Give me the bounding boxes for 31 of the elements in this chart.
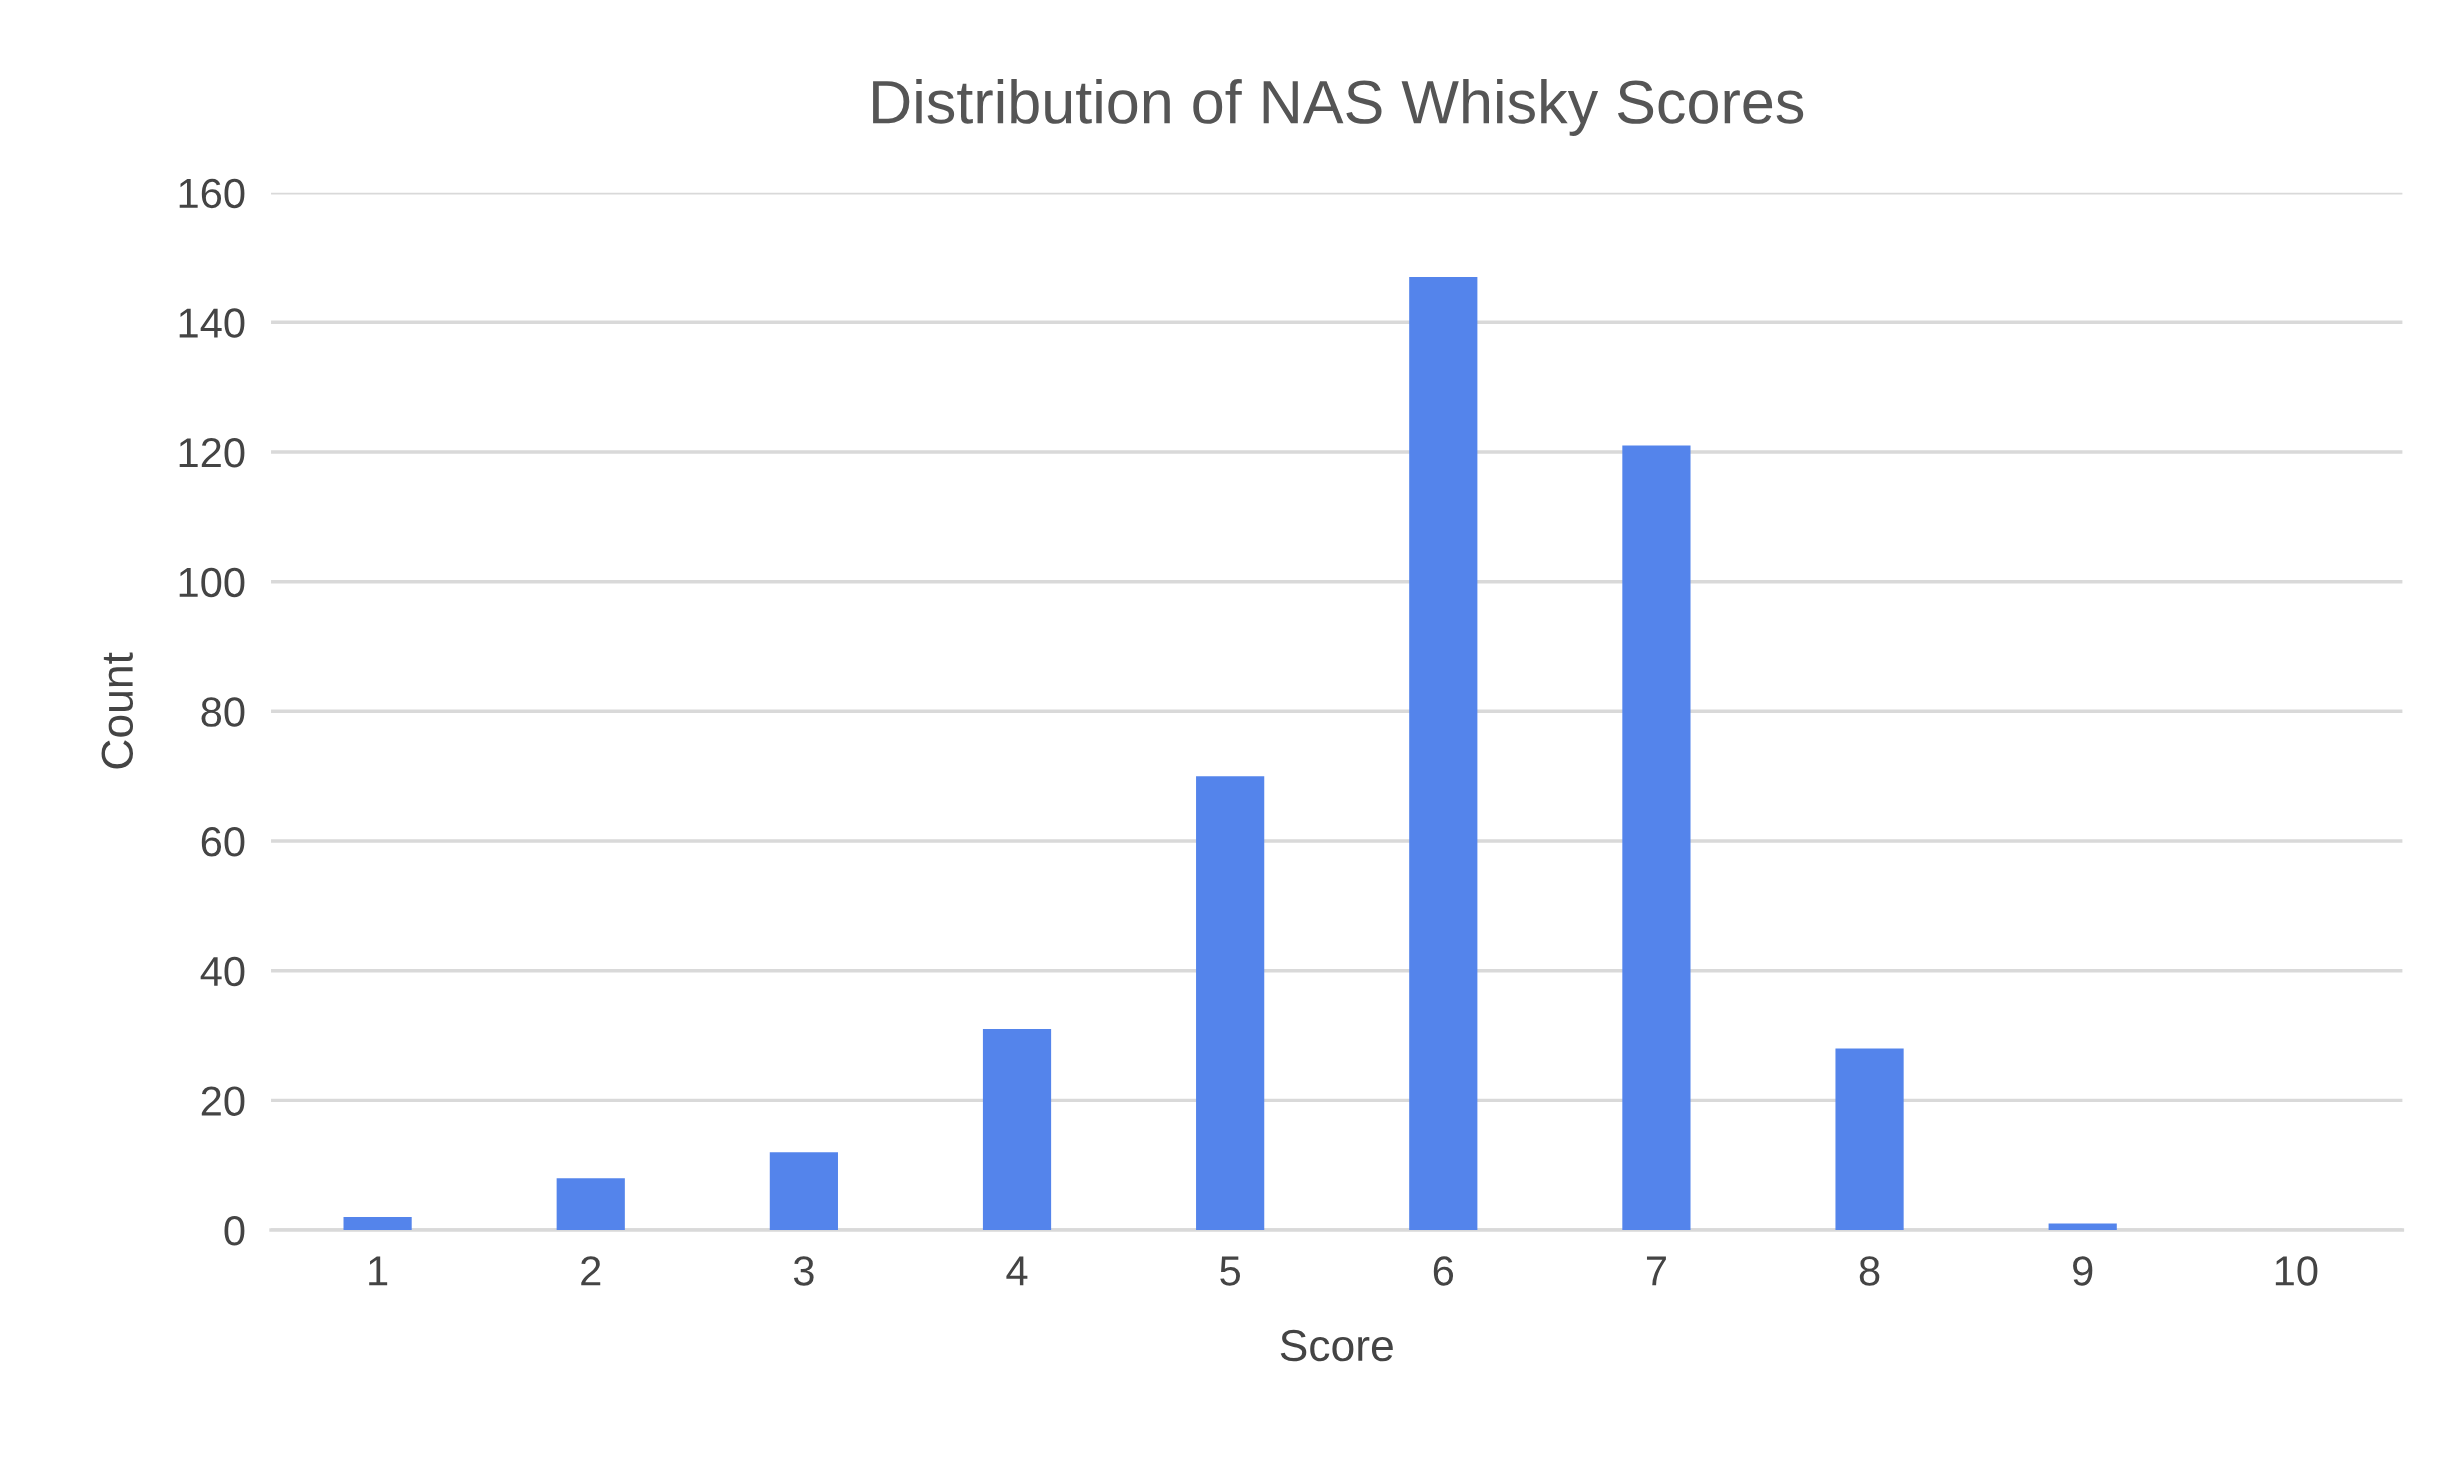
y-tick-label: 140: [179, 308, 245, 338]
y-tick-label: 100: [179, 567, 245, 598]
bar: [769, 1152, 838, 1231]
x-tick-label: 7: [1646, 1256, 1666, 1286]
y-tick-label: 60: [201, 827, 245, 857]
y-axis-title: Count: [101, 652, 134, 769]
bar: [1622, 445, 1691, 1231]
x-tick-label: 6: [1433, 1256, 1454, 1286]
bar: [343, 1217, 412, 1231]
bar: [1835, 1048, 1904, 1231]
bar: [2048, 1223, 2117, 1231]
chart-title: Distribution of NAS Whisky Scores: [873, 78, 1804, 136]
bar: [982, 1029, 1052, 1231]
y-tick-label: 80: [201, 697, 245, 727]
y-tick-label: 160: [179, 178, 245, 209]
bar: [1196, 776, 1265, 1231]
y-tick-label: 20: [201, 1086, 245, 1116]
x-tick-label: 3: [793, 1256, 814, 1286]
x-tick-label: 5: [1220, 1256, 1240, 1286]
x-tick-label: 2: [581, 1256, 601, 1286]
x-tick-label: 10: [2275, 1256, 2318, 1286]
y-tick-label: 40: [200, 956, 245, 987]
x-tick-label: 4: [1006, 1256, 1028, 1286]
bar: [556, 1178, 625, 1231]
x-axis-title: Score: [1280, 1329, 1393, 1362]
x-tick-label: 8: [1859, 1256, 1880, 1286]
x-tick-label: 1: [369, 1256, 388, 1286]
y-tick-label: 0: [224, 1216, 245, 1246]
y-tick-label: 120: [179, 438, 245, 468]
bar: [1409, 276, 1478, 1231]
x-tick-label: 9: [2073, 1256, 2093, 1286]
